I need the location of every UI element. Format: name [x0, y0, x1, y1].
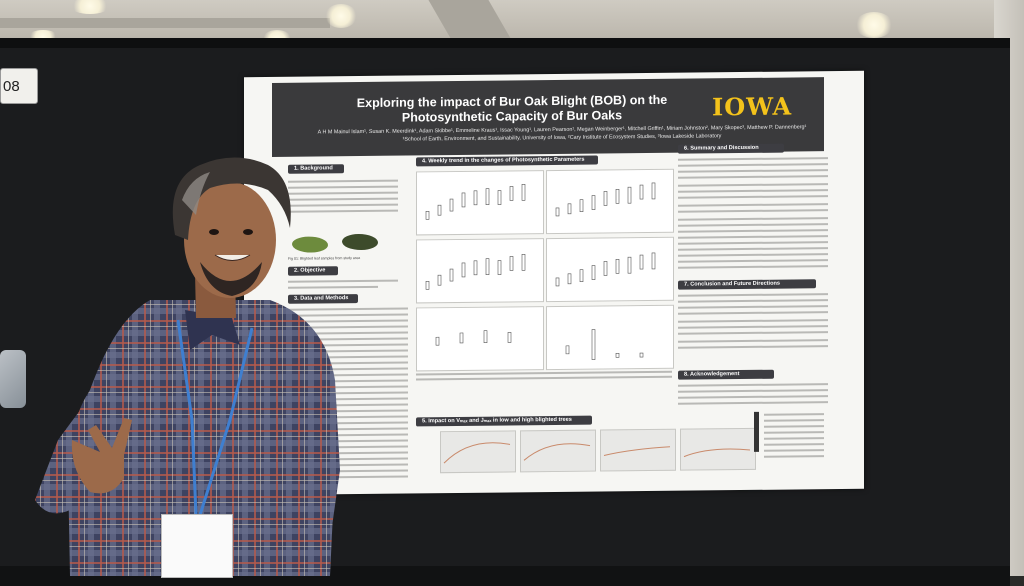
- boxplot-marks: [425, 182, 656, 360]
- ceiling-light: [70, 0, 110, 14]
- name-badge: [161, 514, 233, 578]
- lanyard: [198, 327, 254, 516]
- research-poster: Exploring the impact of Bur Oak Blight (…: [244, 70, 864, 496]
- eye: [209, 229, 219, 235]
- smile: [214, 254, 251, 261]
- ceiling-beam: [0, 18, 330, 28]
- face: [184, 182, 276, 298]
- booth-number: 08: [3, 77, 20, 95]
- shirt-collar: [185, 310, 240, 350]
- booth-number-tag: 08: [0, 68, 38, 104]
- beard: [200, 262, 262, 296]
- gam-curves: [443, 442, 751, 464]
- shirt-sleeve: [300, 360, 335, 576]
- plaid-shirt: [68, 300, 340, 576]
- hair-highlight: [182, 172, 210, 215]
- hand-peace-sign: [71, 418, 132, 494]
- plastic-bag: [0, 350, 26, 408]
- ceiling-light: [855, 12, 893, 38]
- ceiling-light: [325, 4, 357, 28]
- lanyard: [176, 319, 198, 516]
- eye: [243, 229, 253, 235]
